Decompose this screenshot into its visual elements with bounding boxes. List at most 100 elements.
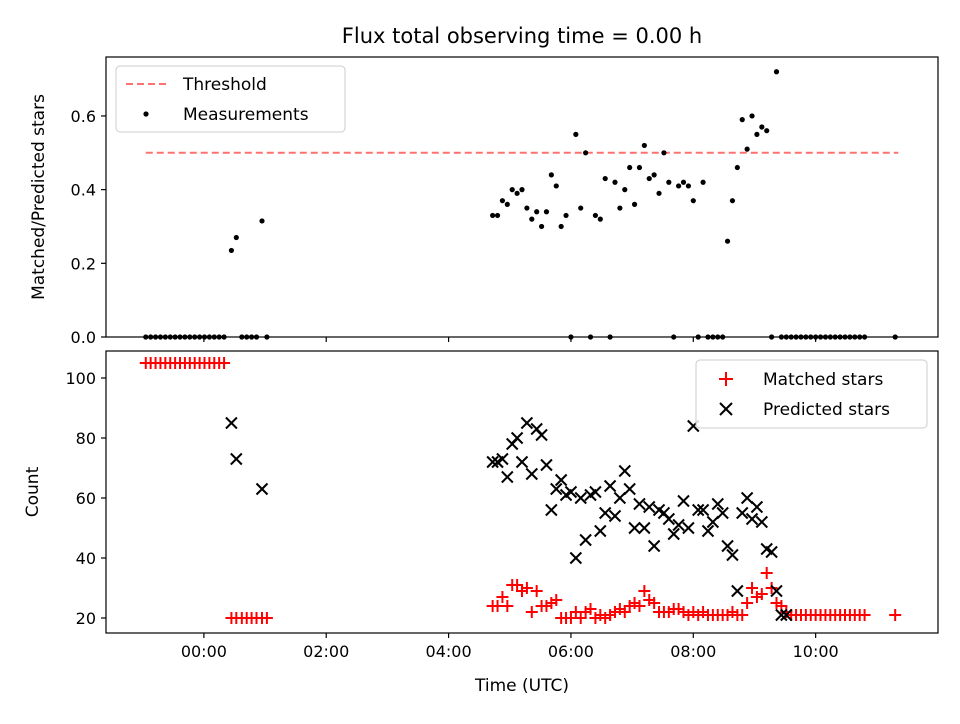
measurements-point <box>676 183 682 189</box>
bottom-y-tick-label: 20 <box>76 609 96 628</box>
predicted-stars-point <box>515 455 529 469</box>
predicted-stars-point <box>633 497 646 511</box>
measurements-point <box>651 172 657 178</box>
x-tick-label: 04:00 <box>426 642 472 661</box>
measurements-point <box>724 238 731 244</box>
predicted-stars-point <box>540 458 553 472</box>
matched-stars-point <box>736 609 749 621</box>
predicted-stars-point <box>501 470 514 484</box>
matched-stars-point <box>501 600 514 612</box>
matched-stars-point <box>746 582 759 594</box>
predicted-stars-point <box>745 512 759 526</box>
measurements-point <box>612 179 618 185</box>
measurements-point <box>499 198 506 204</box>
bottom-y-tick-label: 40 <box>76 549 96 568</box>
measurements-point <box>509 187 515 193</box>
predicted-stars-point <box>564 485 578 499</box>
predicted-stars-point <box>677 494 690 508</box>
predicted-stars-point <box>535 428 548 442</box>
measurements-point <box>578 205 584 211</box>
predicted-stars-point <box>623 482 636 496</box>
predicted-stars-point <box>731 584 744 598</box>
matched-stars-point <box>648 597 661 609</box>
predicted-stars-point <box>682 521 695 535</box>
measurements-point <box>754 131 760 137</box>
predicted-stars-point <box>255 482 269 496</box>
predicted-stars-point <box>647 539 661 553</box>
measurements-point <box>617 205 623 211</box>
predicted-stars-point <box>603 479 617 493</box>
bottom-legend-box <box>695 359 928 429</box>
predicted-stars-point <box>569 551 583 565</box>
predicted-stars-point <box>765 545 778 559</box>
predicted-stars-point <box>701 524 715 538</box>
predicted-stars-point <box>755 515 769 529</box>
measurements-point <box>764 128 770 134</box>
predicted-stars-point <box>608 509 622 523</box>
matched-stars-legend-swatch <box>719 372 733 386</box>
predicted-stars-point <box>706 515 720 529</box>
measurements-point <box>744 146 750 152</box>
predicted-stars-legend-label: Predicted stars <box>763 400 890 420</box>
matched-stars-point <box>525 606 538 618</box>
measurements-point <box>636 164 643 171</box>
matched-stars-point <box>496 591 509 603</box>
matched-stars-point <box>520 582 533 594</box>
predicted-stars-point <box>225 416 238 430</box>
measurements-point <box>646 175 652 182</box>
measurements-point <box>529 216 535 222</box>
measurements-point <box>583 150 589 156</box>
measurements-point <box>641 142 647 149</box>
measurements-point <box>597 216 603 222</box>
measurements-point <box>553 183 559 189</box>
measurements-point <box>690 198 696 204</box>
measurements-point <box>622 187 628 193</box>
measurements-point <box>631 201 638 207</box>
matched-stars-point <box>755 588 768 600</box>
matched-stars-point <box>765 582 778 594</box>
matched-stars-point <box>760 567 773 579</box>
matched-stars-point <box>858 609 871 621</box>
top-y-tick-label: 0.4 <box>71 181 96 200</box>
x-axis-label: Time (UTC) <box>474 676 569 696</box>
bottom-y-tick-label: 100 <box>65 369 96 388</box>
predicted-stars-point <box>628 521 641 535</box>
measurements-point <box>524 205 530 211</box>
predicted-stars-point <box>554 473 568 487</box>
predicted-stars-point <box>716 506 729 520</box>
measurements-point <box>514 190 520 196</box>
predicted-stars-point <box>550 482 563 496</box>
matched-stars-point <box>633 600 646 612</box>
predicted-stars-point <box>740 491 754 505</box>
x-tick-label: 02:00 <box>303 642 349 661</box>
measurements-point <box>233 234 239 241</box>
measurements-point <box>602 175 608 182</box>
predicted-stars-point <box>780 608 793 622</box>
top-y-tick-label: 0.6 <box>71 107 96 126</box>
matched-stars-point <box>584 603 597 615</box>
measurements-point <box>558 223 564 230</box>
matched-stars-point <box>260 612 273 624</box>
predicted-stars-point <box>770 584 783 598</box>
predicted-stars-point <box>579 533 592 547</box>
measurements-point <box>543 209 550 215</box>
top-legend: Threshold Measurements <box>115 65 346 133</box>
predicted-stars-point <box>574 491 587 505</box>
predicted-stars-point <box>711 497 724 511</box>
matched-stars-point <box>741 597 754 609</box>
predicted-stars-point <box>667 527 680 541</box>
measurements-point <box>563 212 569 219</box>
top-y-tick-label: 0.2 <box>71 254 96 273</box>
predicted-stars-point <box>726 548 739 562</box>
measurements-point <box>739 117 745 123</box>
measurements-point <box>749 113 755 119</box>
predicted-stars-point <box>594 524 607 538</box>
top-y-tick-label: 0.0 <box>71 328 96 347</box>
bottom-y-tick-label: 80 <box>76 429 96 448</box>
measurements-point <box>759 124 765 130</box>
measurements-point <box>538 223 545 230</box>
measurements-point <box>259 218 265 224</box>
predicted-stars-point <box>496 452 509 466</box>
measurements-point <box>661 150 667 156</box>
predicted-stars-point <box>775 608 788 622</box>
